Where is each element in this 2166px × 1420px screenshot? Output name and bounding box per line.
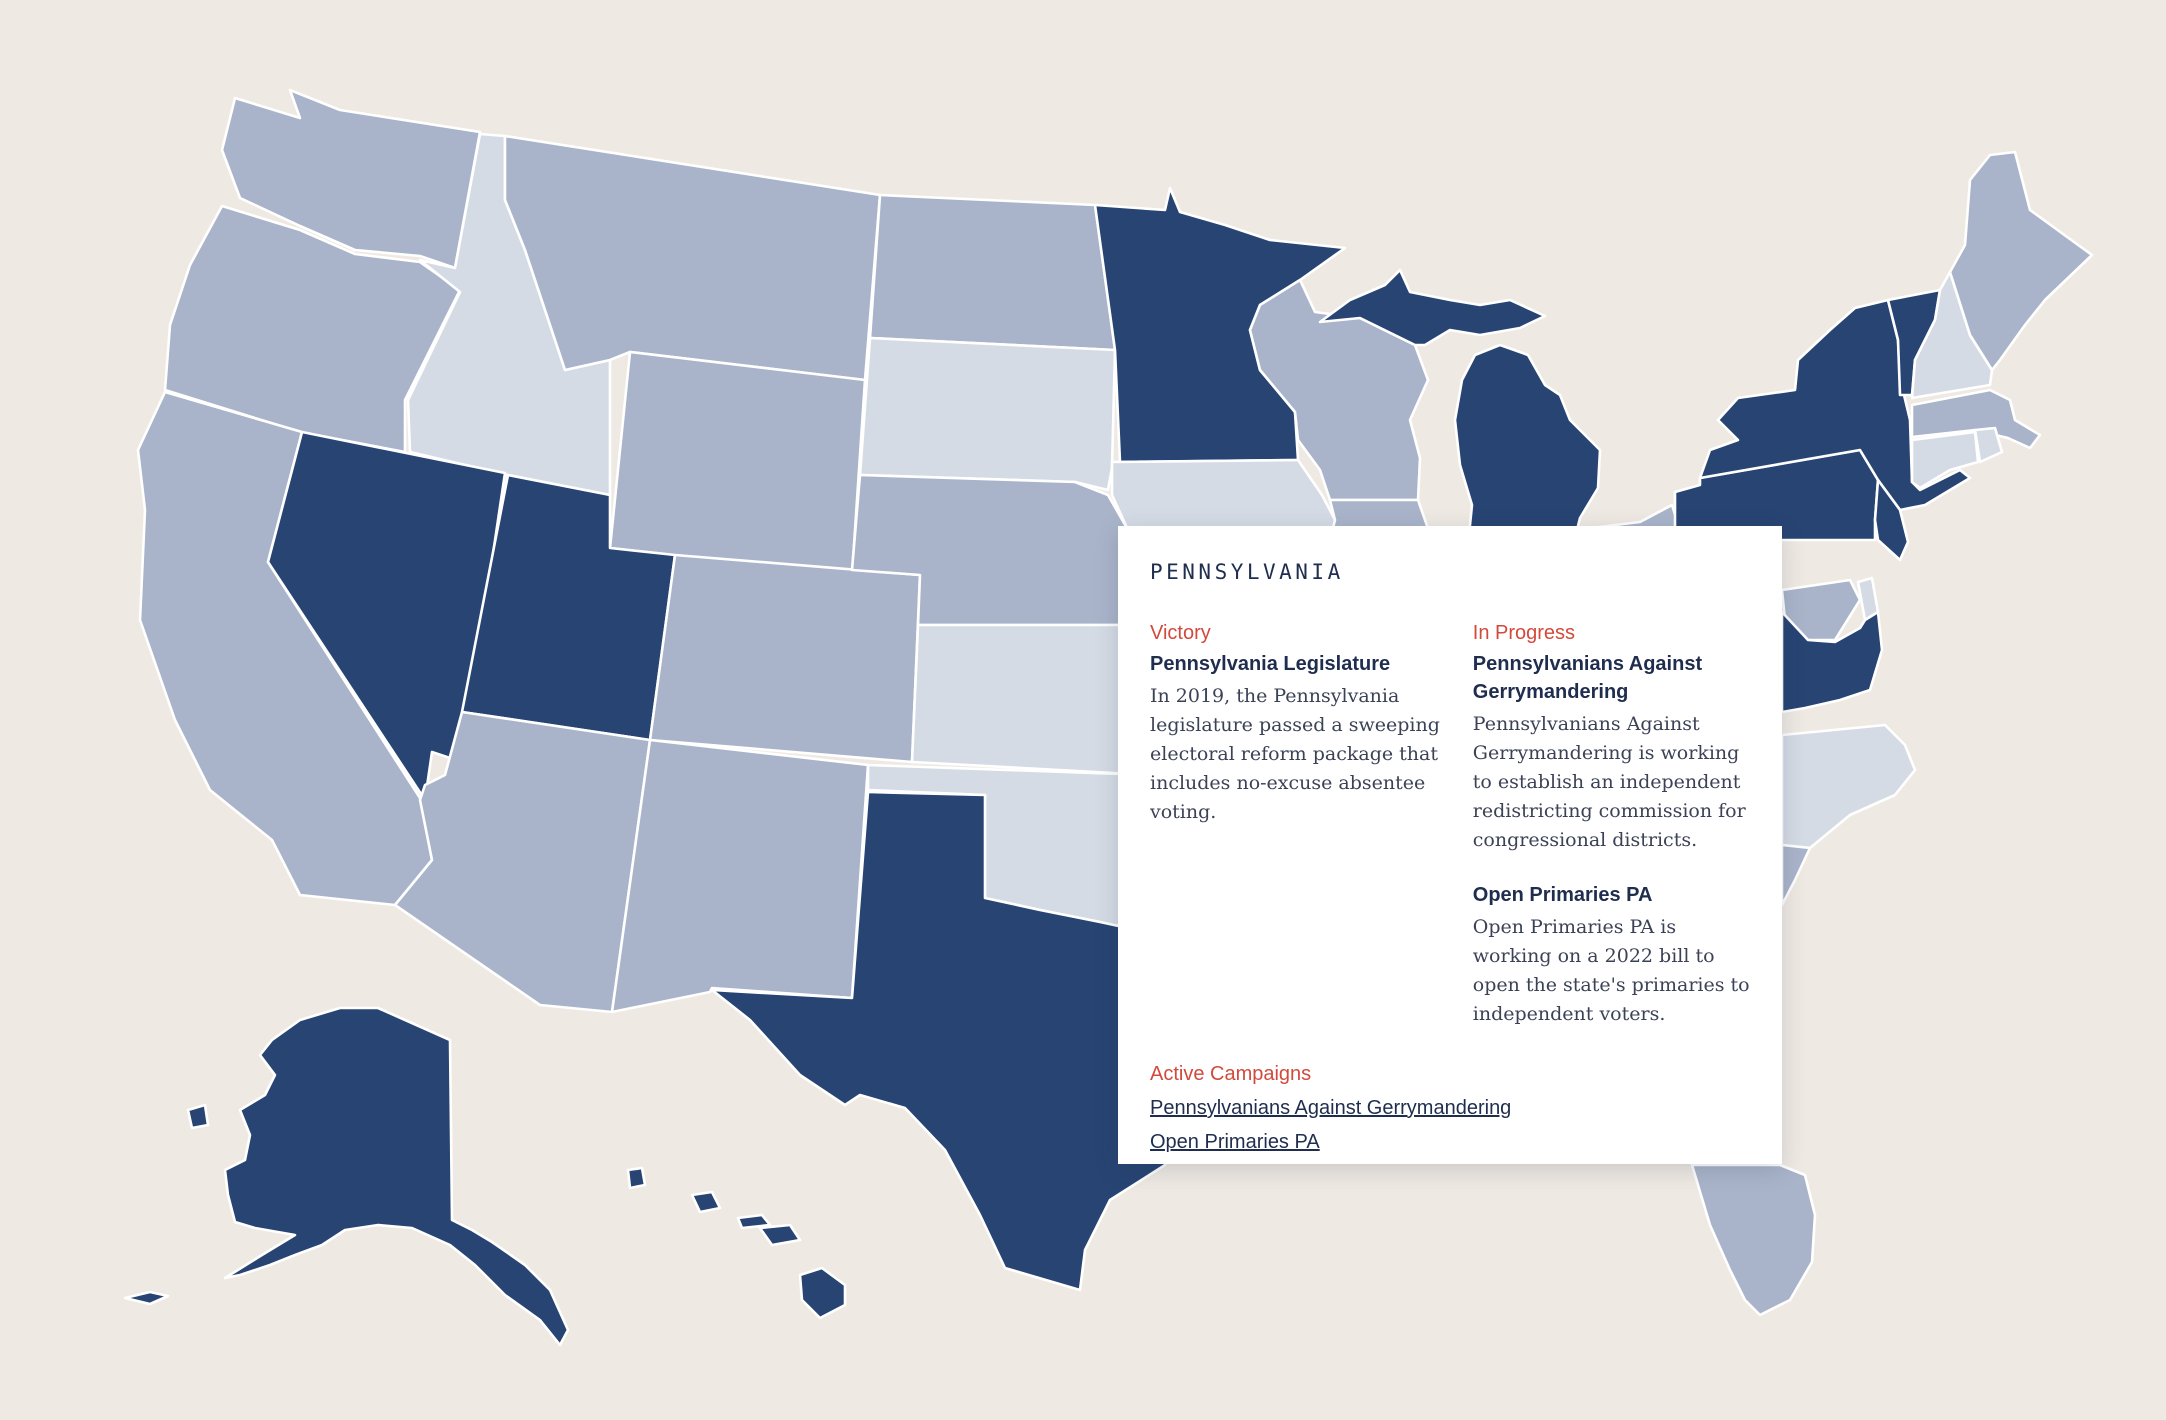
active-campaigns-label: Active Campaigns [1150, 1063, 1312, 1085]
state-arizona[interactable] [393, 710, 652, 1014]
state-michigan[interactable] [1453, 343, 1602, 547]
campaign-link-pag[interactable]: Pennsylvanians Against Gerrymandering [1150, 1097, 1512, 1119]
state-hawaii-island[interactable] [690, 1190, 722, 1214]
state-new-jersey[interactable] [1873, 478, 1910, 562]
state-alaska-island[interactable] [186, 1103, 210, 1130]
state-colorado[interactable] [648, 553, 922, 764]
state-washington[interactable] [220, 88, 482, 270]
state-michigan-upper[interactable] [1318, 268, 1547, 347]
state-info-popup: PENNSYLVANIA Victory Pennsylvania Legisl… [1118, 526, 1782, 1164]
victory-heading: Pennsylvania Legislature [1150, 653, 1391, 675]
in-progress-item: Open Primaries PA Open Primaries PA is w… [1473, 881, 1750, 1029]
state-montana[interactable] [503, 134, 882, 382]
state-hawaii-island[interactable] [626, 1166, 647, 1190]
state-texas[interactable] [710, 790, 1177, 1292]
in-progress-body: Pennsylvanians Against Gerrymandering is… [1472, 713, 1746, 851]
in-progress-label: In Progress [1472, 622, 1576, 644]
state-new-mexico[interactable] [610, 738, 870, 1014]
campaign-link-open-primaries[interactable]: Open Primaries PA [1150, 1131, 1320, 1153]
state-north-dakota[interactable] [868, 193, 1117, 352]
in-progress-body: Open Primaries PA is working on a 2022 b… [1472, 916, 1750, 1025]
state-rhode-island[interactable] [1973, 426, 2004, 464]
state-hawaii-island[interactable] [798, 1266, 847, 1320]
state-maine[interactable] [1948, 150, 2094, 372]
in-progress-column: In Progress Pennsylvanians Against Gerry… [1473, 620, 1750, 1029]
state-oregon[interactable] [163, 204, 462, 454]
active-campaigns: Active Campaigns Pennsylvanians Against … [1150, 1061, 1750, 1155]
state-hawaii-island[interactable] [758, 1223, 802, 1247]
state-south-dakota[interactable] [858, 336, 1117, 492]
state-virginia[interactable] [1780, 610, 1884, 714]
state-alaska-island[interactable] [123, 1290, 170, 1306]
popup-columns: Victory Pennsylvania Legislature In 2019… [1150, 620, 1750, 1029]
state-nevada[interactable] [266, 430, 507, 802]
state-wyoming[interactable] [608, 350, 867, 577]
in-progress-item: Pennsylvanians Against Gerrymandering Pe… [1473, 650, 1750, 855]
in-progress-heading: Pennsylvanians Against Gerrymandering [1472, 653, 1703, 703]
in-progress-heading: Open Primaries PA [1472, 884, 1653, 906]
state-kansas[interactable] [910, 623, 1152, 777]
victory-column: Victory Pennsylvania Legislature In 2019… [1150, 620, 1473, 1029]
state-south-carolina[interactable] [1780, 843, 1812, 907]
state-alaska[interactable] [223, 1006, 570, 1347]
victory-label: Victory [1150, 622, 1211, 644]
state-massachusetts[interactable] [1910, 388, 2042, 450]
victory-body: In 2019, the Pennsylvania legislature pa… [1150, 685, 1440, 823]
popup-state-title: PENNSYLVANIA [1150, 560, 1344, 584]
state-hawaii-island[interactable] [736, 1213, 772, 1230]
state-florida[interactable] [1690, 1163, 1817, 1317]
state-north-carolina[interactable] [1780, 723, 1917, 850]
